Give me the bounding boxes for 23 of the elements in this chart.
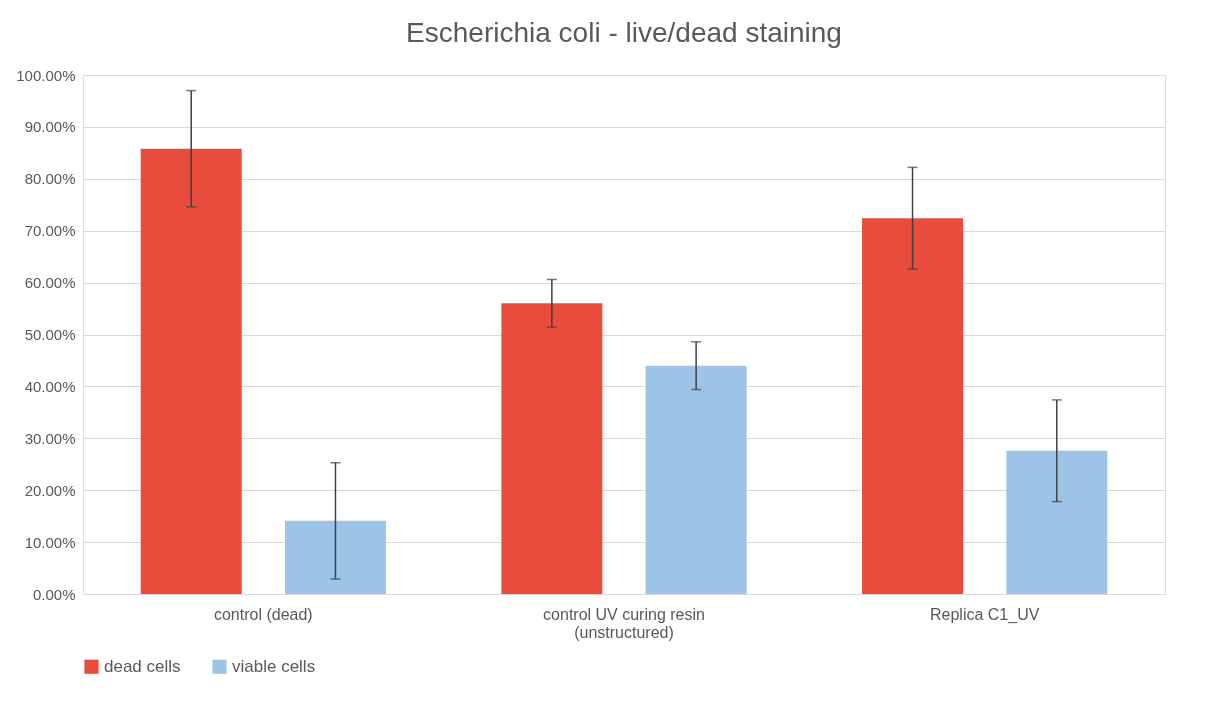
legend-label: dead cells	[104, 656, 181, 676]
bar	[284, 520, 386, 594]
bar	[645, 365, 747, 594]
y-tick-label: 70.00%	[24, 222, 76, 240]
y-tick-label: 90.00%	[24, 118, 76, 136]
y-tick-label: 100.00%	[16, 66, 76, 84]
y-tick-label: 60.00%	[24, 274, 76, 292]
y-tick-label: 10.00%	[24, 533, 76, 551]
bar	[1006, 450, 1108, 594]
y-tick-label: 40.00%	[24, 377, 76, 395]
y-tick-label: 50.00%	[24, 326, 76, 343]
bar	[501, 303, 603, 594]
chart-title: Escherichia coli - live/dead staining	[406, 17, 842, 48]
y-tick-label: 80.00%	[24, 170, 76, 188]
x-tick-label: control (dead)	[213, 605, 313, 623]
bar	[862, 218, 964, 594]
legend-label: viable cells	[232, 656, 316, 676]
bar	[140, 148, 242, 594]
x-tick-label: Replica C1_UV	[929, 605, 1040, 624]
x-tick-label: control UV curing resin (unstructured)	[543, 605, 705, 641]
y-tick-label: 20.00%	[24, 481, 76, 499]
y-tick-label: 0.00%	[32, 585, 76, 603]
y-tick-label: 30.00%	[24, 429, 76, 447]
